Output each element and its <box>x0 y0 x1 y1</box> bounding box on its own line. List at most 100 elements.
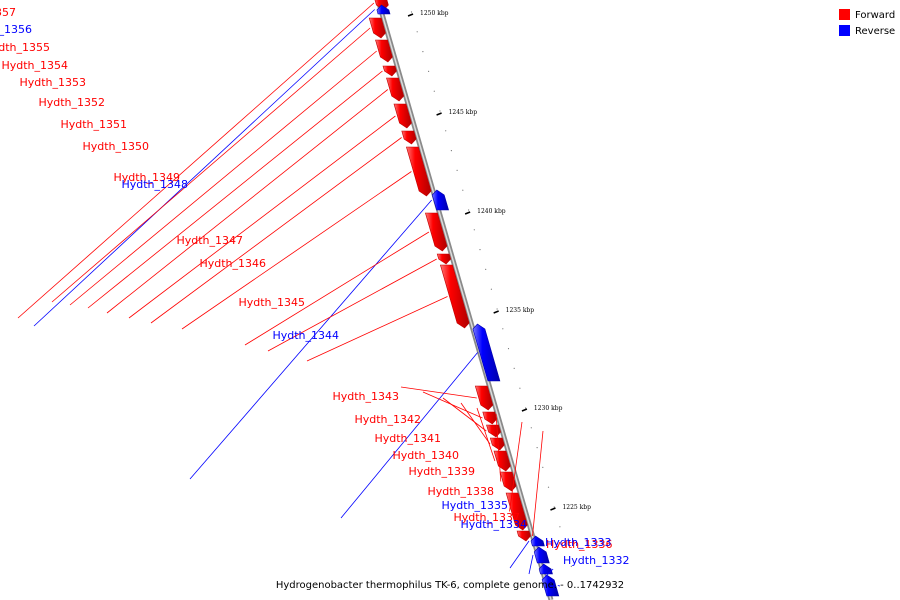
gene-arrow-hydth-1346[interactable] <box>436 253 452 265</box>
gene-label-hydth-1337[interactable]: Hydth_1337 <box>453 511 520 524</box>
backbone-dot <box>456 169 458 171</box>
scale-tick-mark <box>493 310 499 314</box>
gene-label-hydth-1342[interactable]: Hydth_1342 <box>354 413 421 426</box>
gene-arrow-hydth-1339[interactable] <box>493 450 511 472</box>
gene-arrow-hydth-1356[interactable] <box>376 4 391 15</box>
gene-label-hydth-1356[interactable]: Hydth_1356 <box>0 23 32 36</box>
backbone-dot <box>445 130 447 132</box>
backbone-dot <box>462 189 464 191</box>
gene-label-hydth-1353[interactable]: Hydth_1353 <box>19 76 86 89</box>
gene-label-hydth-1335[interactable]: Hydth_1335 <box>441 499 508 512</box>
gene-arrow-hydth-1354[interactable] <box>375 39 393 63</box>
gene-label-hydth-1341[interactable]: Hydth_1341 <box>374 432 441 445</box>
gene-arrow-hydth-1355[interactable] <box>368 17 386 39</box>
gene-label-hydth-1346[interactable]: Hydth_1346 <box>199 257 266 270</box>
gene-label-hydth-1350[interactable]: Hydth_1350 <box>82 140 149 153</box>
backbone-dot <box>410 11 413 13</box>
backbone-dot <box>439 110 441 112</box>
gene-leader-line <box>509 540 530 569</box>
gene-leader-line <box>460 402 491 445</box>
gene-arrow-hydth-1336[interactable] <box>516 530 531 542</box>
backbone-dot <box>496 308 498 310</box>
gene-label-hydth-1348[interactable]: Hydth_1348 <box>121 178 188 191</box>
gene-label-hydth-1339[interactable]: Hydth_1339 <box>408 465 475 478</box>
gene-arrow-hydth-1348[interactable] <box>431 189 450 211</box>
gene-leader-line <box>541 568 554 581</box>
gene-arrow-hydth-1343[interactable] <box>474 385 494 411</box>
gene-labels: Hydth_1357 Hydth_1356 Hydth_1355 Hydth_1354… <box>0 2 630 587</box>
backbone-dot <box>570 565 572 568</box>
gene-label-hydth-1351[interactable]: Hydth_1351 <box>60 118 127 131</box>
gene-leader-line <box>69 50 377 306</box>
gene-arrow-hydth-1345[interactable] <box>440 264 470 329</box>
gene-leader-line <box>495 413 502 482</box>
backbone-dot <box>519 387 521 389</box>
scale-ticks: 1250 kbp 1245 kbp 1240 kbp 1235 kbp 1230 kbp… <box>407 10 591 511</box>
gene-label-hydth-1345[interactable]: Hydth_1345 <box>238 296 305 309</box>
backbone-dot <box>473 229 475 231</box>
gene-leader-line <box>87 70 383 309</box>
gene-label-hydth-1334[interactable]: Hydth_1334 <box>460 518 527 531</box>
gene-arrow-hydth-1334[interactable] <box>533 546 550 564</box>
scale-tick-label: 1245 kbp <box>449 109 478 116</box>
backbone-dot <box>485 268 487 270</box>
gene-arrow-hydth-1344[interactable] <box>472 323 501 382</box>
backbone-dot <box>450 150 452 152</box>
gene-leader-line <box>532 430 544 537</box>
gene-label-hydth-1343[interactable]: Hydth_1343 <box>332 390 399 403</box>
gene-label-hydth-1332[interactable]: Hydth_1332 <box>563 554 630 567</box>
gene-leader-line <box>128 115 396 319</box>
gene-label-hydth-1349[interactable]: Hydth_1349 <box>113 171 180 184</box>
backbone-dot <box>433 90 435 92</box>
genome-backbone <box>375 0 554 600</box>
scale-tick-mark <box>550 507 556 511</box>
scale-tick-label: 1235 kbp <box>506 307 535 314</box>
gene-arrow-hydth-1341[interactable] <box>486 424 501 438</box>
legend: Forward Reverse <box>839 9 895 37</box>
gene-label-hydth-1352[interactable]: Hydth_1352 <box>38 96 105 109</box>
gene-arrow-hydth-1335[interactable] <box>530 535 545 547</box>
backbone-dot <box>525 407 527 409</box>
gene-arrow-hydth-1342[interactable] <box>482 411 498 425</box>
gene-label-hydth-1355[interactable]: Hydth_1355 <box>0 41 50 54</box>
gene-leader-line <box>267 258 437 352</box>
gene-label-hydth-1333[interactable]: Hydth_1333 <box>545 536 612 549</box>
gene-arrow-hydth-1340[interactable] <box>489 437 505 451</box>
gene-arrow-hydth-1353[interactable] <box>382 65 397 77</box>
backbone-dot <box>422 51 424 53</box>
gene-arrow-hydth-1333[interactable] <box>538 563 553 575</box>
gene-label-hydth-1354[interactable]: Hydth_1354 <box>1 59 68 72</box>
gene-label-hydth-1336[interactable]: Hydth_1336 <box>546 538 613 551</box>
gene-label-hydth-1344[interactable]: Hydth_1344 <box>272 329 339 342</box>
backbone-dot <box>468 209 470 211</box>
gene-leader-line <box>189 199 433 480</box>
gene-arrow-hydth-1338[interactable] <box>499 471 517 492</box>
scale-tick-mark <box>521 408 528 412</box>
backbone-dot <box>542 466 544 468</box>
reverse-swatch <box>839 25 850 36</box>
gene-arrow-hydth-1347[interactable] <box>425 212 448 252</box>
backbone-dot <box>513 367 515 369</box>
gene-leader-line <box>51 27 371 303</box>
legend-forward-label: Forward <box>855 10 895 21</box>
gene-leader-line <box>400 386 477 399</box>
gene-leader-line <box>181 171 412 330</box>
backbone-dot <box>416 31 418 33</box>
gene-label-hydth-1347[interactable]: Hydth_1347 <box>176 234 243 247</box>
gene-label-hydth-1357[interactable]: Hydth_1357 <box>0 6 16 19</box>
scale-tick-label: 1250 kbp <box>420 10 449 17</box>
gene-arrow-hydth-1352[interactable] <box>386 77 405 102</box>
gene-label-hydth-1340[interactable]: Hydth_1340 <box>392 449 459 462</box>
gene-features <box>368 0 560 597</box>
backbone-dot <box>502 328 504 330</box>
backbone-dot <box>479 249 481 251</box>
gene-leader-line <box>476 407 496 462</box>
gene-arrow-hydth-1351[interactable] <box>393 103 412 129</box>
scale-tick-label: 1225 kbp <box>562 504 591 511</box>
backbone-dot <box>507 348 510 350</box>
gene-label-hydth-1338[interactable]: Hydth_1338 <box>427 485 494 498</box>
backbone-dot <box>536 447 538 449</box>
gene-arrow-hydth-1349[interactable] <box>406 146 432 197</box>
gene-arrow-hydth-1350[interactable] <box>401 130 417 145</box>
gene-arrow-hydth-1337[interactable] <box>505 492 528 531</box>
